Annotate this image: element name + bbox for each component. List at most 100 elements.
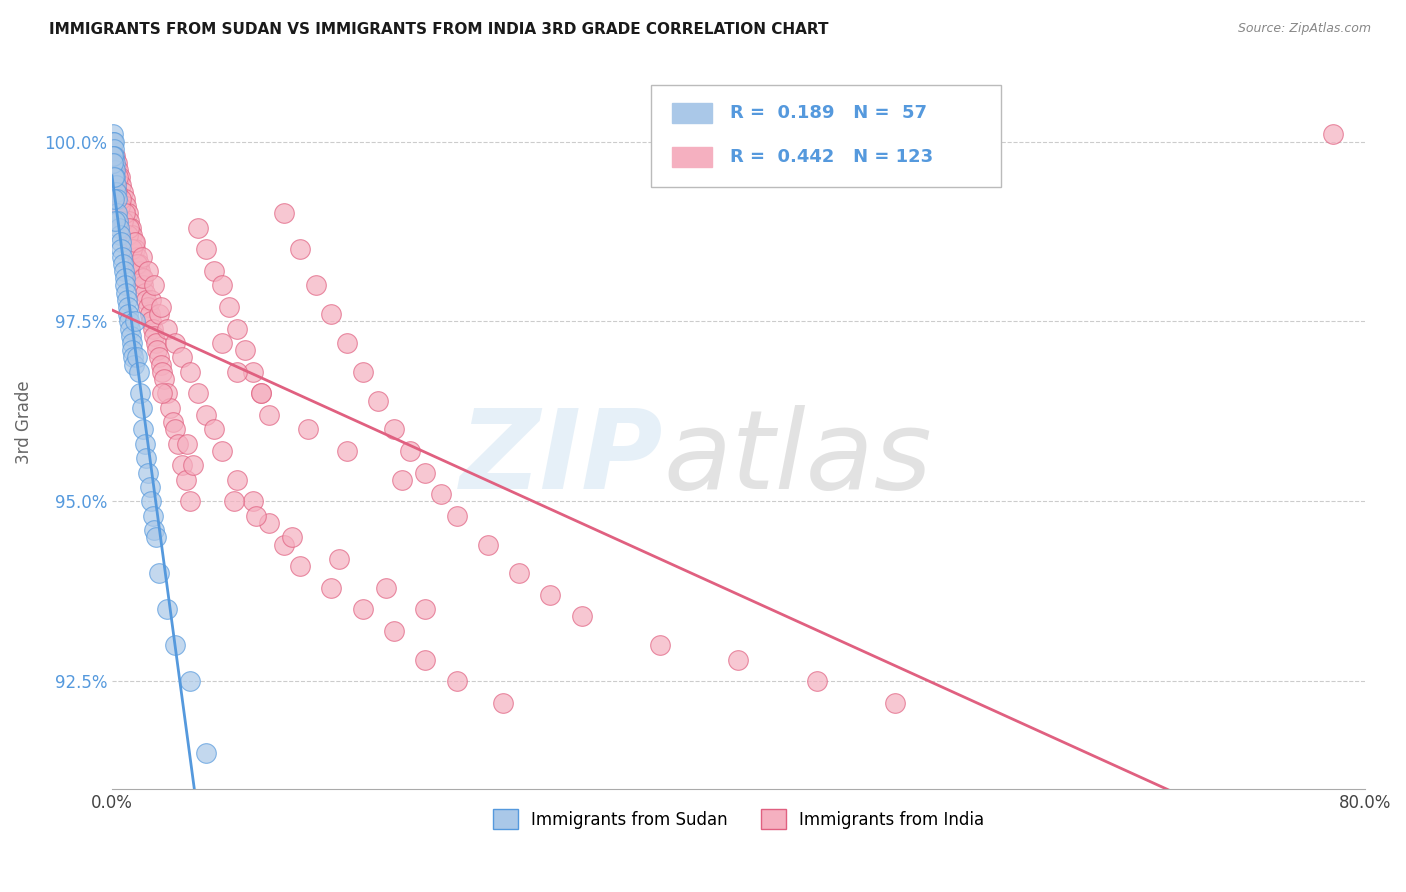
Point (152, 372, 174, 386)
Point (174, 473, 197, 487)
Bar (672, 147, 711, 168)
Point (114, 206, 136, 220)
Point (156, 602, 179, 616)
Point (117, 206, 139, 220)
Point (120, 328, 142, 343)
Point (103, 149, 125, 163)
Point (884, 696, 907, 710)
Point (110, 235, 132, 250)
Point (297, 422, 319, 436)
Point (477, 537, 499, 551)
Point (132, 422, 155, 436)
Point (508, 566, 530, 581)
Text: IMMIGRANTS FROM SUDAN VS IMMIGRANTS FROM INDIA 3RD GRADE CORRELATION CHART: IMMIGRANTS FROM SUDAN VS IMMIGRANTS FROM… (49, 22, 828, 37)
Point (136, 300, 159, 314)
Point (115, 285, 138, 300)
Point (249, 386, 271, 401)
Point (273, 537, 295, 551)
Point (138, 480, 160, 494)
Point (134, 285, 156, 300)
Point (142, 508, 165, 523)
Point (111, 185, 134, 199)
Point (163, 638, 186, 652)
Point (156, 321, 179, 335)
Point (108, 228, 131, 243)
Point (166, 437, 188, 451)
Text: atlas: atlas (664, 405, 932, 512)
Point (148, 566, 170, 581)
Point (103, 142, 125, 156)
Point (129, 264, 152, 278)
Point (121, 336, 143, 351)
Point (176, 437, 198, 451)
Legend: Immigrants from Sudan, Immigrants from India: Immigrants from Sudan, Immigrants from I… (486, 802, 991, 836)
Point (148, 307, 170, 321)
Point (104, 213, 127, 227)
Point (211, 444, 233, 458)
Point (129, 386, 152, 401)
Point (122, 358, 145, 372)
Point (131, 401, 153, 415)
Point (648, 638, 671, 652)
Point (179, 494, 201, 508)
Point (336, 444, 359, 458)
Point (105, 185, 128, 199)
Point (202, 422, 225, 436)
Point (242, 365, 264, 379)
Point (328, 552, 350, 566)
Point (273, 206, 295, 220)
Point (163, 336, 186, 351)
Text: ZIP: ZIP (460, 405, 664, 512)
Point (110, 243, 132, 257)
FancyBboxPatch shape (651, 85, 1001, 187)
Point (159, 401, 181, 415)
Point (112, 264, 135, 278)
Point (104, 163, 127, 178)
Point (321, 307, 343, 321)
Point (105, 185, 128, 199)
Point (104, 156, 127, 170)
Point (382, 422, 405, 436)
Point (115, 293, 138, 307)
Point (115, 199, 138, 213)
Point (142, 321, 165, 335)
Point (107, 170, 129, 185)
Point (430, 487, 453, 501)
Point (163, 422, 186, 436)
Point (143, 523, 166, 537)
Point (226, 365, 249, 379)
Point (382, 624, 405, 638)
Point (146, 343, 169, 358)
Point (226, 473, 249, 487)
Point (114, 278, 136, 293)
Point (162, 415, 184, 429)
Point (446, 674, 468, 689)
Point (413, 653, 436, 667)
Point (104, 170, 127, 185)
Point (139, 314, 162, 328)
Point (257, 408, 280, 422)
Point (118, 321, 141, 335)
Point (413, 466, 436, 480)
Point (103, 156, 125, 170)
Point (149, 358, 172, 372)
Point (135, 293, 157, 307)
Point (121, 243, 143, 257)
Point (571, 609, 593, 624)
Point (122, 351, 145, 365)
Point (131, 271, 153, 285)
Point (398, 444, 420, 458)
Point (138, 307, 160, 321)
Point (194, 746, 217, 760)
Point (187, 386, 209, 401)
Point (121, 228, 143, 243)
Point (120, 220, 142, 235)
Point (136, 264, 159, 278)
Point (101, 128, 124, 142)
Point (124, 314, 146, 328)
Point (242, 494, 264, 508)
Point (121, 343, 143, 358)
Point (105, 156, 128, 170)
Point (288, 559, 311, 574)
Point (108, 220, 131, 235)
